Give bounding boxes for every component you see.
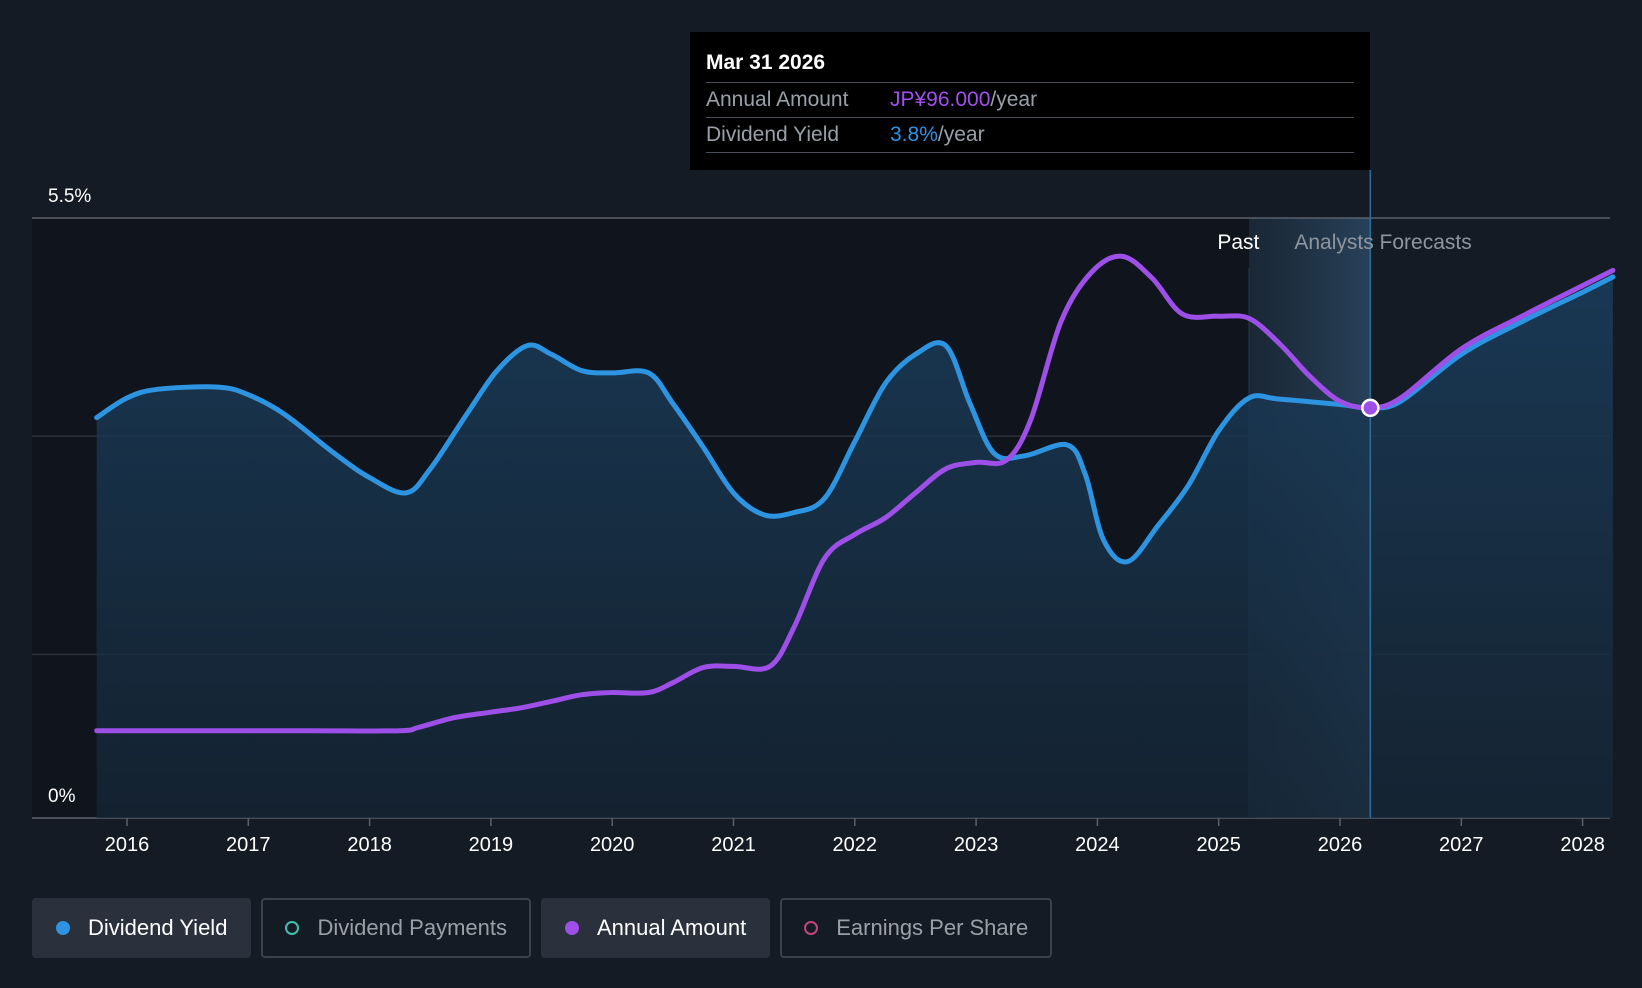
x-tick-label: 2021 — [711, 834, 756, 856]
past-label: Past — [1217, 231, 1259, 254]
annual-amount-line — [94, 253, 1616, 734]
x-tick-label: 2020 — [590, 834, 635, 856]
legend-label: Dividend Payments — [317, 915, 507, 940]
x-tick-label: 2023 — [954, 834, 999, 856]
x-tick-label: 2025 — [1196, 834, 1241, 856]
earnings-per-share-ring-icon — [804, 921, 819, 935]
tooltip-label: Dividend Yield — [706, 123, 840, 146]
y-label-top: 5.5% — [48, 186, 91, 207]
x-tick-label: 2024 — [1075, 834, 1120, 856]
tooltip: Mar 31 2026 Annual Amount JP¥96.000 /yea… — [690, 32, 1370, 170]
tooltip-unit: /year — [990, 88, 1038, 111]
tooltip-row-dividend-yield: Dividend Yield 3.8% /year — [706, 118, 1354, 153]
legend-dividend-yield[interactable]: Dividend Yield — [32, 898, 252, 958]
x-tick-label: 2026 — [1318, 834, 1363, 856]
x-tick-label: 2016 — [105, 834, 150, 856]
x-tick-label: 2028 — [1560, 834, 1605, 856]
cursor-marker — [1361, 398, 1380, 418]
legend-annual-amount[interactable]: Annual Amount — [540, 898, 771, 958]
legend-label: Earnings Per Share — [836, 915, 1029, 940]
tooltip-row-annual-amount: Annual Amount JP¥96.000 /year — [706, 83, 1354, 118]
tooltip-unit: /year — [937, 123, 985, 146]
tooltip-value: JP¥96.000 — [890, 88, 991, 111]
tooltip-date: Mar 31 2026 — [706, 46, 1354, 83]
x-tick-label: 2018 — [347, 834, 392, 856]
x-tick-label: 2027 — [1439, 834, 1484, 856]
y-label-bottom: 0% — [48, 786, 76, 807]
legend-label: Dividend Yield — [88, 915, 228, 940]
x-tick-label: 2022 — [833, 834, 878, 856]
dividend-yield-dot-icon — [56, 921, 70, 935]
x-tick-label: 2017 — [226, 834, 271, 856]
annual-amount-dot-icon — [564, 921, 579, 935]
dividend-payments-ring-icon — [285, 921, 300, 935]
tooltip-label: Annual Amount — [706, 88, 849, 111]
tooltip-value: 3.8% — [890, 123, 938, 146]
legend-earnings-per-share[interactable]: Earnings Per Share — [780, 898, 1053, 958]
legend-label: Annual Amount — [596, 915, 747, 940]
legend: Dividend Yield Dividend Payments Annual … — [32, 898, 1053, 958]
forecast-label: Analysts Forecasts — [1294, 231, 1471, 254]
legend-dividend-payments[interactable]: Dividend Payments — [261, 898, 531, 958]
dividend-yield-line — [94, 274, 1616, 565]
x-tick-label: 2019 — [469, 834, 514, 856]
